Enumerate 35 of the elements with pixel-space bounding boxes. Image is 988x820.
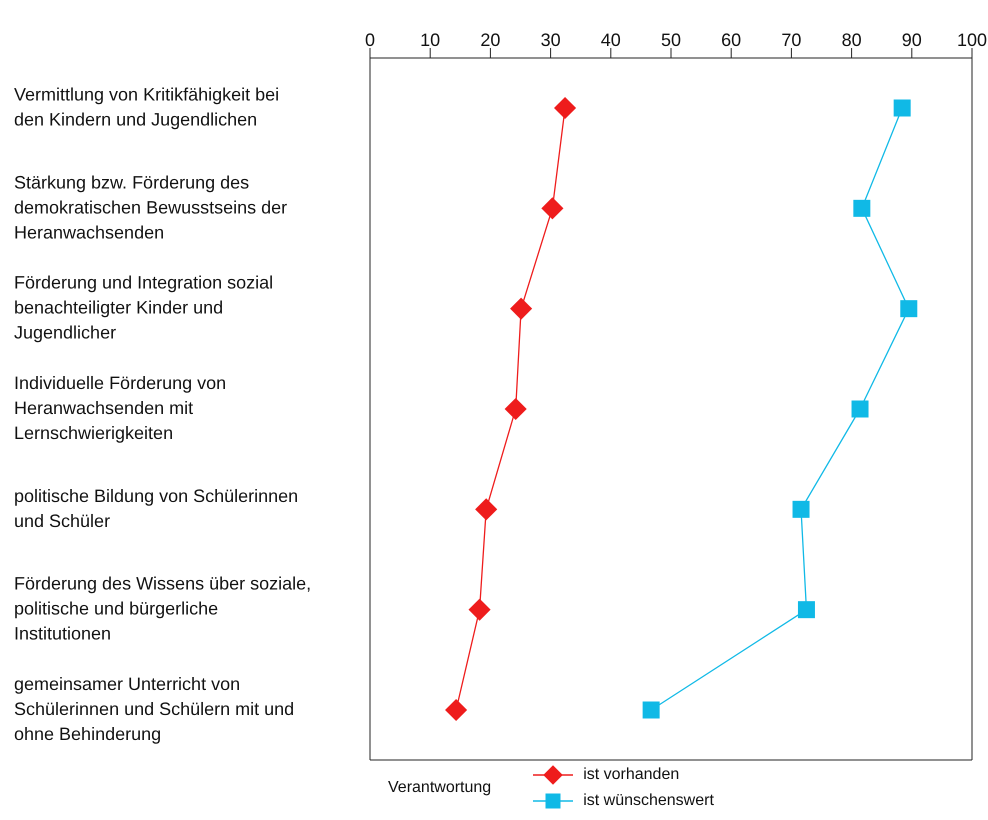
point: [445, 698, 468, 722]
y-tick-label: Förderung des Wissens über soziale, politische und bürgerliche Institutionen: [14, 573, 312, 644]
point: [792, 500, 810, 518]
x-tick-label: 70: [781, 30, 802, 50]
x-tick-label: 80: [842, 30, 862, 50]
x-tick-label: 10: [420, 30, 440, 50]
legend-title: Verantwortung: [388, 779, 492, 797]
y-tick-label: Individuelle Förderung von Heranwachsenden mit Lernschwierigkeiten: [14, 372, 226, 443]
x-tick-label: 50: [660, 30, 682, 50]
x-tick-label: 0: [364, 30, 376, 50]
point: [541, 197, 564, 220]
point: [554, 96, 576, 120]
x-tick-label: 30: [540, 30, 561, 50]
point: [894, 100, 911, 116]
point: [852, 400, 869, 418]
x-tick-label: 20: [480, 30, 500, 50]
point: [475, 498, 498, 520]
point: [900, 300, 918, 318]
point: [798, 601, 815, 618]
point: [853, 200, 870, 217]
x-tick-label: 40: [600, 30, 621, 50]
y-tick-label: Stärkung bzw. Förderung des demokratischen Bewusstseins der Heranwachsenden: [14, 172, 288, 242]
legend-label: ist vorhanden: [583, 766, 680, 784]
y-tick-label: Förderung und Integration sozial benachteiligter Kinder und Jugendlicher: [14, 272, 274, 342]
point: [510, 298, 532, 320]
y-tick-label: gemeinsamer Unterricht von Schülerinnen und Schülern mit und ohne Behinderung: [14, 674, 294, 744]
point: [468, 598, 491, 621]
y-tick-label: Vermittlung von Kritikfähigkeit bei den Kindern und Jugendlichen: [14, 84, 280, 130]
x-tick-label: 60: [721, 30, 742, 50]
y-tick-label: politische Bildung von Schülerinnen und Schüler: [14, 486, 298, 531]
point: [642, 702, 660, 718]
legend-label: ist wünschenswert: [583, 792, 714, 810]
x-tick-label: 90: [902, 30, 922, 50]
point: [504, 398, 527, 420]
x-tick-label: 100: [956, 30, 988, 50]
